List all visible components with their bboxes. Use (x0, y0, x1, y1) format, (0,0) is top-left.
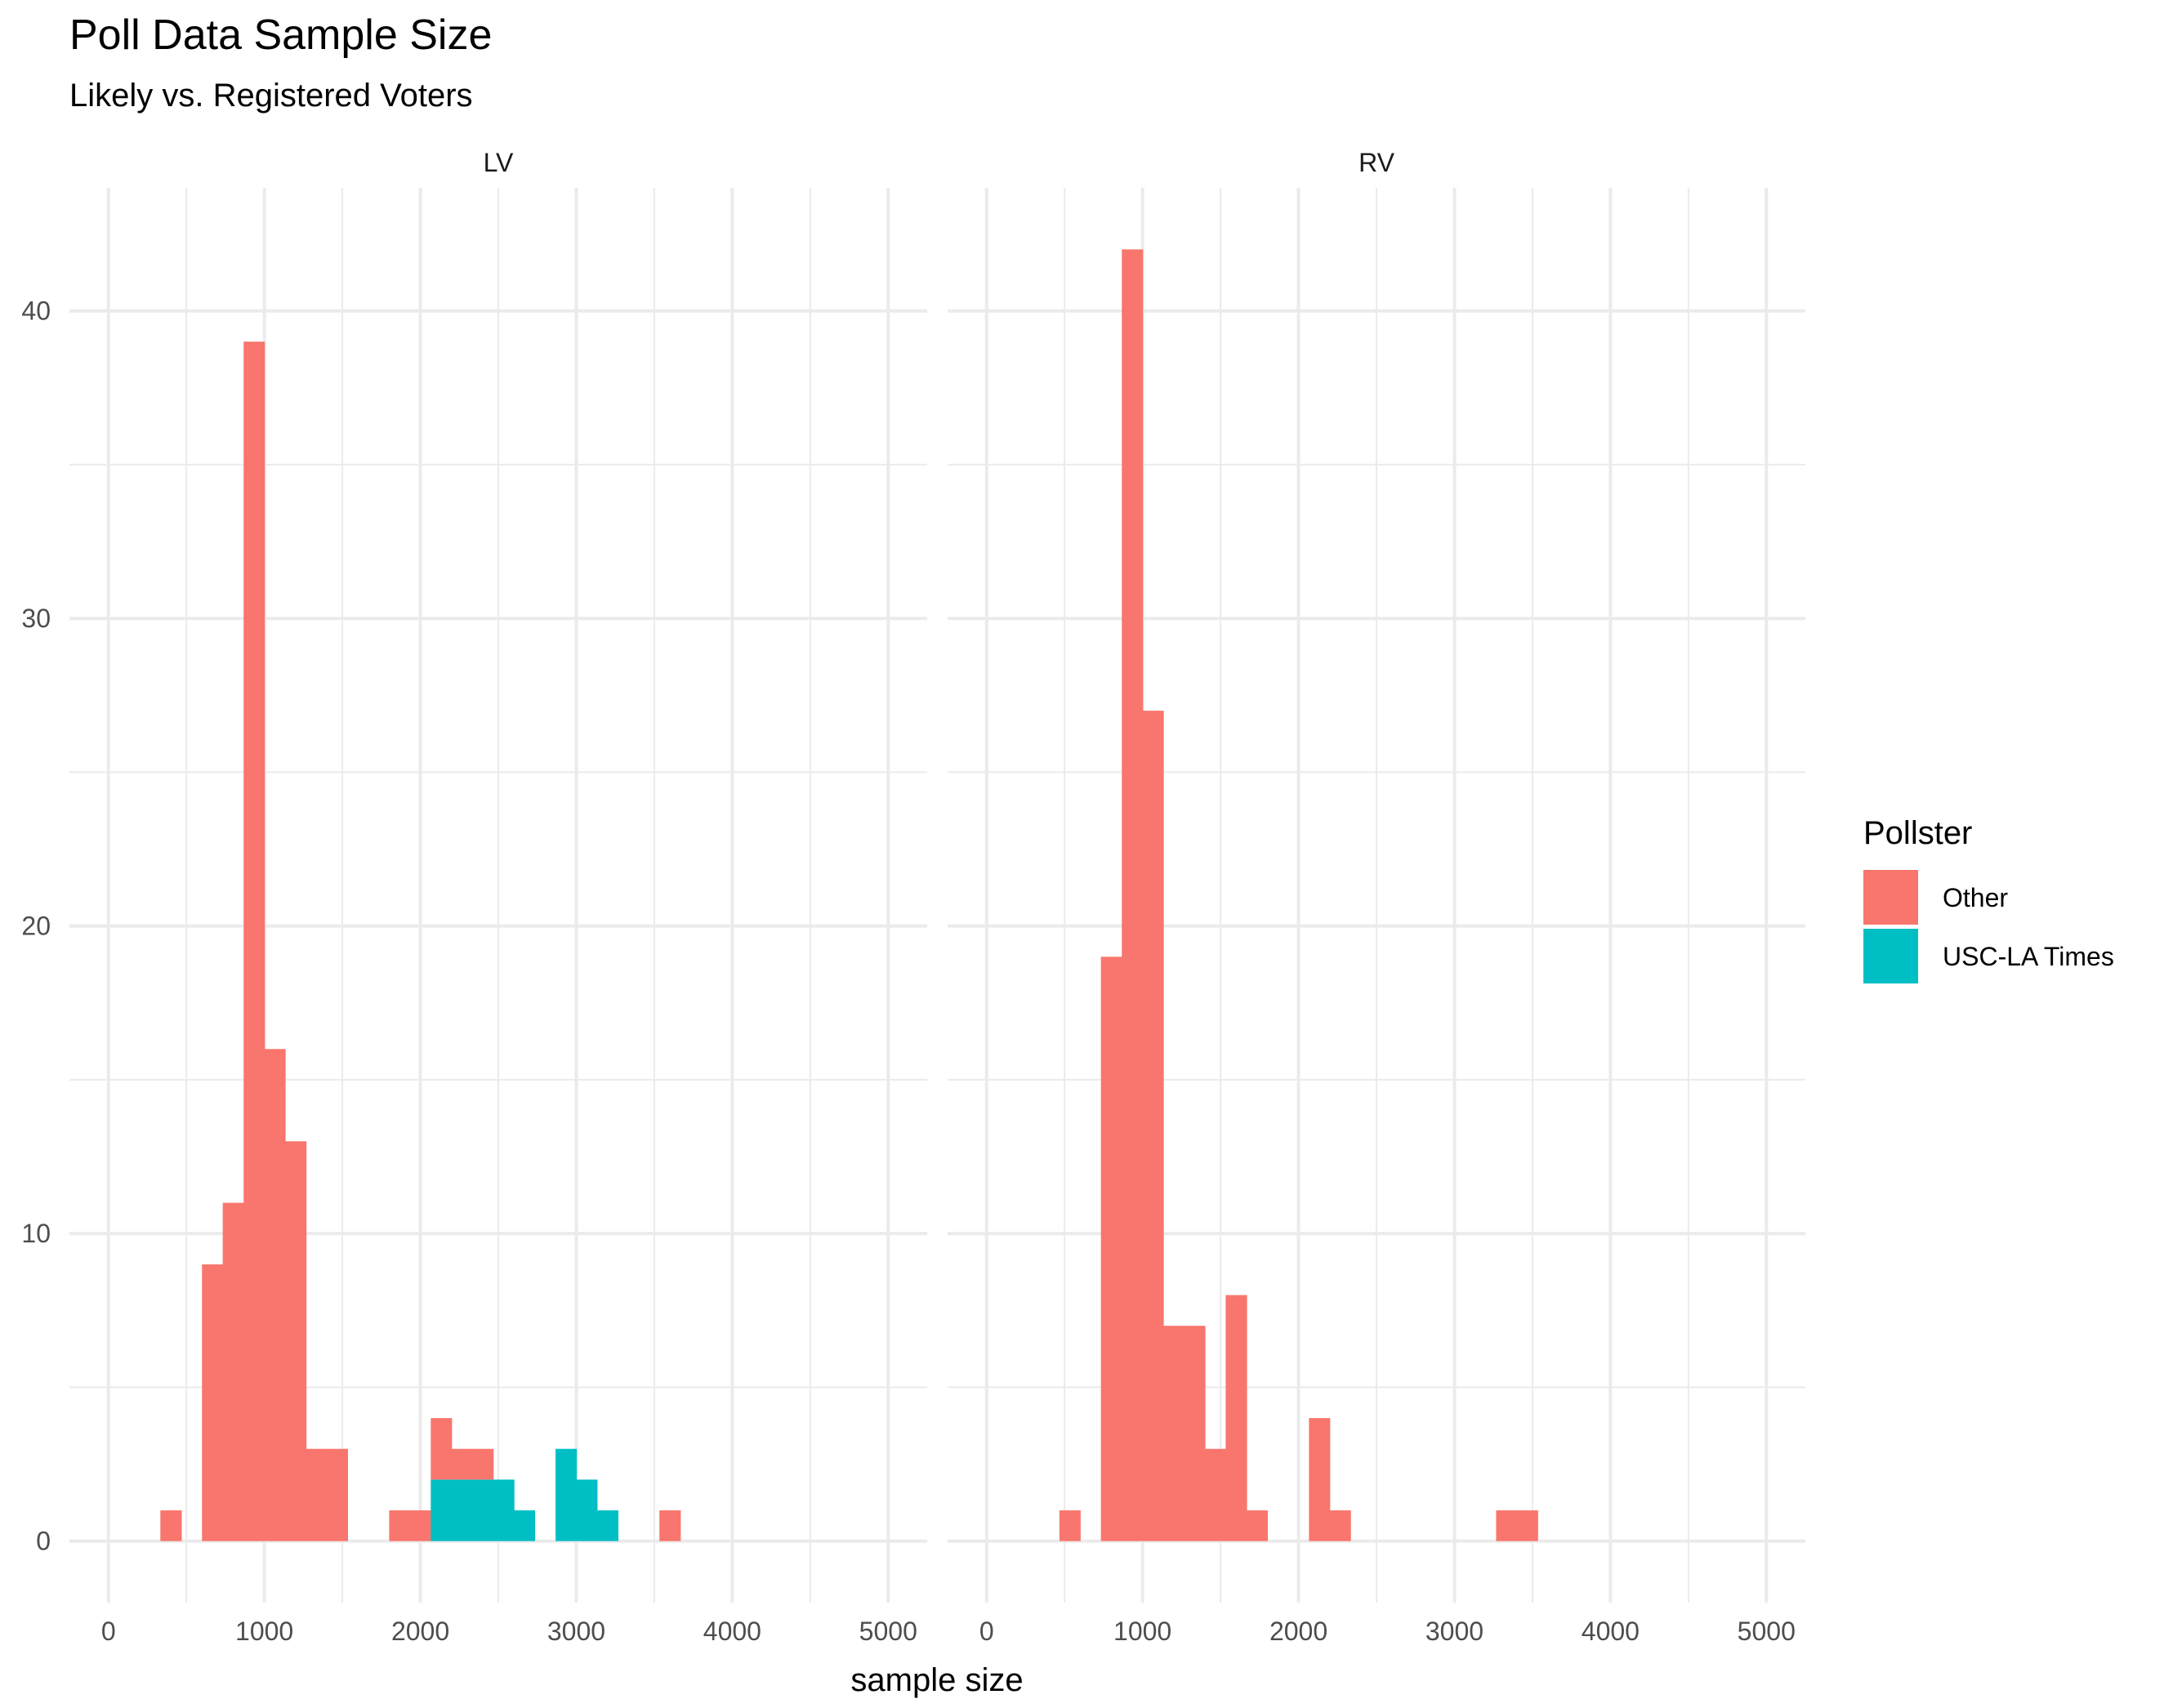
bar-other (451, 1448, 473, 1480)
bar-usc-la-times (472, 1479, 494, 1541)
x-tick-label: 5000 (1738, 1617, 1796, 1646)
bar-other (243, 341, 265, 1541)
x-tick-label: 3000 (1426, 1617, 1484, 1646)
facet-panels: LV 0 1000 2000 3000 4000 5000 0 10 20 30 40 RV 0 1000 2… (21, 148, 1805, 1646)
bar-other (1205, 1448, 1226, 1541)
bar-other (1496, 1510, 1518, 1541)
bar-other (389, 1510, 411, 1541)
y-tick-label: 0 (36, 1527, 51, 1556)
bar-other (1516, 1510, 1538, 1541)
bar-usc-la-times (596, 1510, 619, 1541)
bar-other (1309, 1418, 1331, 1541)
bar-other (1184, 1326, 1206, 1541)
bar-usc-la-times (514, 1510, 536, 1541)
chart-subtitle: Likely vs. Registered Voters (69, 78, 473, 114)
bar-other (1142, 711, 1164, 1541)
x-tick-label: 4000 (1582, 1617, 1640, 1646)
x-tick-label: 2000 (391, 1617, 449, 1646)
facet-panel-rv: RV 0 1000 2000 3000 4000 5000 (948, 148, 1805, 1646)
x-tick-label: 3000 (547, 1617, 605, 1646)
bar-usc-la-times (451, 1479, 473, 1541)
bar-other (1100, 957, 1122, 1541)
bar-other (659, 1510, 681, 1541)
legend-title: Pollster (1863, 815, 1972, 851)
bar-other (431, 1418, 453, 1480)
bar-other (222, 1202, 244, 1541)
bar-usc-la-times (493, 1479, 515, 1541)
x-tick-label: 0 (101, 1617, 116, 1646)
x-tick-label: 4000 (703, 1617, 761, 1646)
x-tick-label: 1000 (235, 1617, 293, 1646)
bar-other (472, 1448, 494, 1480)
bar-other (1059, 1510, 1081, 1541)
legend-label: Other (1943, 883, 2008, 912)
bar-other (264, 1049, 286, 1541)
bar-other (1246, 1510, 1268, 1541)
y-tick-label: 10 (21, 1219, 51, 1248)
y-tick-label: 20 (21, 912, 51, 941)
bar-usc-la-times (576, 1479, 598, 1541)
legend-key-other (1863, 870, 1918, 925)
bar-other (160, 1510, 182, 1541)
y-tick-label: 40 (21, 297, 51, 326)
bar-other (306, 1448, 328, 1541)
x-tick-label: 1000 (1113, 1617, 1171, 1646)
bar-usc-la-times (556, 1448, 578, 1541)
legend-key-usc-la-times (1863, 929, 1918, 983)
bar-other (327, 1448, 348, 1541)
bar-other (409, 1510, 431, 1541)
facet-panel-lv: LV 0 1000 2000 3000 4000 5000 0 10 20 30 40 (21, 148, 927, 1646)
x-tick-label: 2000 (1269, 1617, 1327, 1646)
legend-label: USC-LA Times (1943, 942, 2114, 971)
x-tick-label: 5000 (859, 1617, 917, 1646)
bar-other (1122, 249, 1144, 1541)
x-axis-title: sample size (850, 1662, 1023, 1698)
x-tick-label: 0 (979, 1617, 994, 1646)
bar-usc-la-times (431, 1479, 453, 1541)
bar-other (285, 1141, 307, 1541)
facet-strip-label: LV (484, 148, 514, 177)
legend: Pollster Other USC-LA Times (1863, 815, 2114, 983)
bar-other (1163, 1326, 1185, 1541)
chart-title: Poll Data Sample Size (69, 11, 492, 59)
bar-other (202, 1264, 224, 1541)
y-tick-label: 30 (21, 604, 51, 633)
bar-other (1225, 1295, 1247, 1541)
facet-strip-label: RV (1359, 148, 1395, 177)
bar-other (1329, 1510, 1351, 1541)
